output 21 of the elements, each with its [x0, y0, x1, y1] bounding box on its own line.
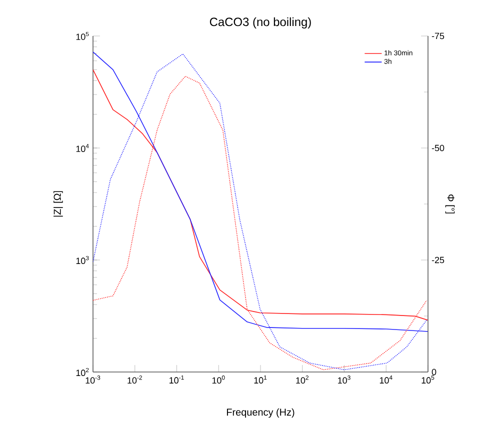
x-tick-label: 10$^{1}$: [254, 376, 267, 384]
y2-tick-label: -75: [432, 32, 444, 40]
y2-tick-label: -50: [432, 144, 444, 152]
x-tick-label: 10$^{-3}$: [86, 376, 100, 384]
y2-axis-title: Φ [°]: [445, 194, 455, 214]
x-axis-title: Frequency (Hz): [226, 408, 294, 418]
chart-title: CaCO3 (no boiling): [210, 17, 311, 28]
y-tick-label: 10$^{4}$: [76, 144, 89, 152]
y-axis-title: |Z| [Ω]: [54, 191, 63, 217]
y2-tick-label: 0: [432, 368, 436, 376]
x-tick-label: 10$^{-2}$: [128, 376, 142, 384]
y-tick-label: 10$^{5}$: [76, 32, 89, 40]
x-tick-label: 10$^{0}$: [212, 376, 225, 384]
y-tick-label: 10$^{2}$: [76, 368, 89, 376]
x-tick-label: 10$^{-1}$: [170, 376, 184, 384]
y-tick-label: 10$^{3}$: [76, 256, 89, 264]
x-tick-label: 10$^{4}$: [380, 376, 392, 384]
x-tick-label: 10$^{5}$: [422, 376, 434, 384]
x-tick-label: 10$^{3}$: [338, 376, 350, 384]
y2-tick-label: -25: [432, 256, 444, 264]
x-tick-label: 10$^{2}$: [296, 376, 308, 384]
